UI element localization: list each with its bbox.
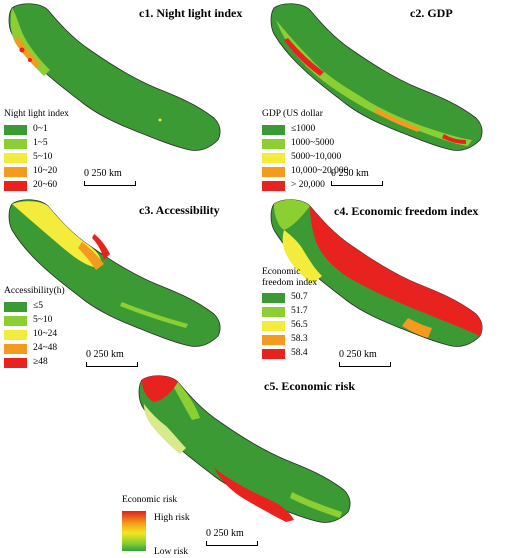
legend-item: 10,000~20,000 xyxy=(262,165,348,179)
legend-item: 56.5 xyxy=(262,319,317,333)
legend-c2: GDP (US dollar ≤1000 1000~5000 5000~10,0… xyxy=(262,109,348,193)
legend-label: 50.7 xyxy=(291,292,308,303)
map-c5 xyxy=(138,375,351,524)
legend-title-line: Economic xyxy=(262,267,301,277)
panel-title-c3: c3. Accessibility xyxy=(139,203,220,217)
legend-title: Economic risk xyxy=(122,495,178,505)
legend-c3: Accessibility(h) ≤5 5~10 10~24 24~48 ≥48 xyxy=(4,286,65,370)
legend-label: 58.3 xyxy=(291,334,308,345)
legend-item: 58.4 xyxy=(262,347,317,361)
legend-item: 5~10 xyxy=(4,314,65,328)
panel-title-c5: c5. Economic risk xyxy=(264,379,355,393)
legend-label: 58.4 xyxy=(291,348,308,359)
scale-line xyxy=(206,541,258,546)
legend-label: 5~10 xyxy=(33,314,53,325)
legend-swatch xyxy=(4,138,27,149)
scale-label: 0 250 km xyxy=(84,168,122,179)
legend-swatch xyxy=(4,315,27,326)
scale-label: 0 250 km xyxy=(339,349,377,360)
legend-item: 1000~5000 xyxy=(262,137,348,151)
legend-swatch xyxy=(262,166,285,177)
legend-item: 1~5 xyxy=(4,137,69,151)
legend-label: 1~5 xyxy=(33,137,48,148)
legend-item: 20~60 xyxy=(4,179,69,193)
legend-swatch xyxy=(4,180,27,191)
legend-swatch xyxy=(4,357,27,368)
scale-label: 0 250 km xyxy=(331,168,369,179)
legend-item: 0~1 xyxy=(4,123,69,137)
legend-swatch xyxy=(262,293,285,303)
legend-item: 24~48 xyxy=(4,342,65,356)
legend-swatch xyxy=(4,124,27,135)
legend-item: 5000~10,000 xyxy=(262,151,348,165)
legend-label: 5~10 xyxy=(33,151,53,162)
legend-swatch xyxy=(4,301,27,312)
legend-item: 10~20 xyxy=(4,165,69,179)
legend-label: 56.5 xyxy=(291,320,308,331)
scale-label: 0 250 km xyxy=(86,349,124,360)
map-c2 xyxy=(270,3,483,152)
legend-title: GDP (US dollar xyxy=(262,109,323,119)
legend-item: 58.3 xyxy=(262,333,317,347)
legend-swatch xyxy=(262,321,285,331)
scale-line xyxy=(331,181,383,186)
legend-item: 50.7 xyxy=(262,291,317,305)
scale-line xyxy=(86,362,138,367)
legend-swatch xyxy=(262,138,285,149)
legend-item: 5~10 xyxy=(4,151,69,165)
legend-swatch xyxy=(262,152,285,163)
legend-title: Accessibility(h) xyxy=(4,286,65,296)
legend-swatch xyxy=(262,124,285,135)
legend-label: ≤5 xyxy=(33,300,43,311)
legend-item: 51.7 xyxy=(262,305,317,319)
legend-swatch xyxy=(4,166,27,177)
legend-swatch xyxy=(4,152,27,163)
panel-title-c4: c4. Economic freedom index xyxy=(334,204,479,218)
risk-gradient-bar xyxy=(122,510,146,551)
panel-title-c2: c2. GDP xyxy=(410,6,453,20)
legend-label: ≤1000 xyxy=(291,123,316,134)
legend-swatch xyxy=(262,335,285,345)
map-c3 xyxy=(8,199,221,348)
legend-low-label: Low risk xyxy=(154,547,189,557)
legend-item: > 20,000 xyxy=(262,179,348,193)
legend-item: 10~24 xyxy=(4,328,65,342)
legend-item: ≥48 xyxy=(4,356,65,370)
legend-label: 10,000~20,000 xyxy=(291,165,349,176)
legend-label: 0~1 xyxy=(33,123,48,134)
legend-label: 1000~5000 xyxy=(291,137,335,148)
legend-label: 24~48 xyxy=(33,342,58,353)
legend-swatch xyxy=(4,329,27,340)
scale-label: 0 250 km xyxy=(206,528,244,539)
legend-swatch xyxy=(262,349,285,359)
scale-line xyxy=(84,181,136,186)
legend-c1: Night light index 0~1 1~5 5~10 10~20 20~… xyxy=(4,109,69,193)
legend-label: 10~20 xyxy=(33,165,58,176)
legend-c4: Economic freedom index 50.7 51.7 56.5 58… xyxy=(262,267,318,361)
legend-label: 51.7 xyxy=(291,306,308,317)
map-c1 xyxy=(8,3,221,152)
legend-label: > 20,000 xyxy=(291,179,325,190)
legend-item: ≤1000 xyxy=(262,123,348,137)
legend-high-label: High risk xyxy=(154,513,190,523)
legend-label: 5000~10,000 xyxy=(291,151,342,162)
map-c4 xyxy=(270,199,483,348)
legend-swatch xyxy=(262,307,285,317)
legend-label: ≥48 xyxy=(33,356,48,367)
scale-line xyxy=(339,362,391,367)
legend-label: 20~60 xyxy=(33,179,58,190)
legend-title: Night light index xyxy=(4,109,69,119)
legend-title-line: freedom index xyxy=(262,277,318,288)
panel-title-c1: c1. Night light index xyxy=(139,6,243,20)
legend-label: 10~24 xyxy=(33,328,58,339)
legend-swatch xyxy=(262,180,285,191)
legend-swatch xyxy=(4,343,27,354)
legend-item: ≤5 xyxy=(4,300,65,314)
